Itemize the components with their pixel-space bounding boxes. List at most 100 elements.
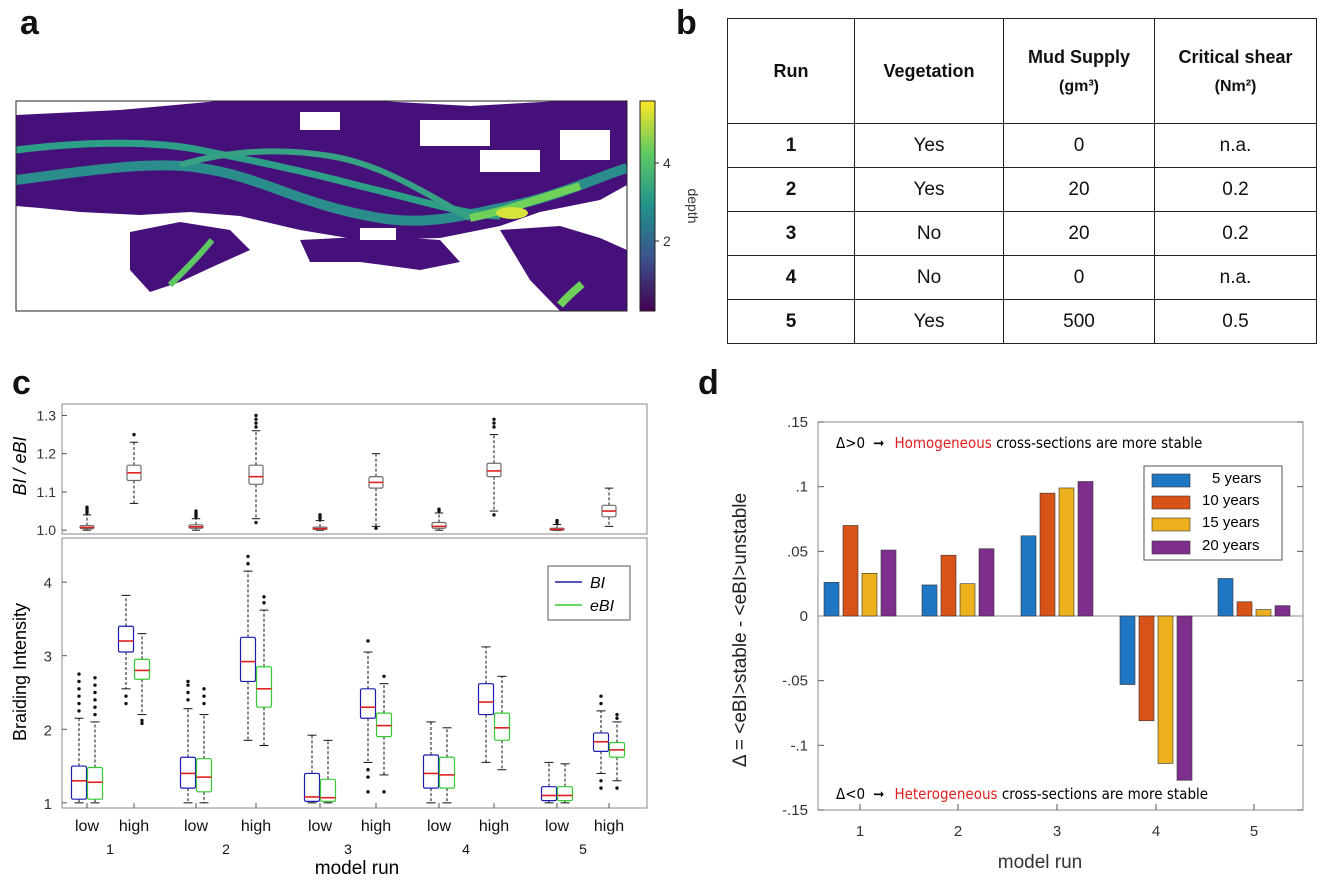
box-outlier (318, 513, 322, 517)
box-outlier (262, 601, 266, 605)
c-legend (547, 565, 631, 621)
x-tick-label: 1 (856, 823, 864, 840)
cell-critical-shear: n.a. (1154, 255, 1317, 300)
box-outlier (93, 712, 97, 717)
box-body (117, 625, 135, 653)
c-top-plot: 1.0 1.1 1.2 1.3 (37, 407, 617, 538)
y-tick-label: 1.2 (37, 446, 57, 462)
y-tick-label: -.1 (790, 737, 808, 754)
box-body (556, 786, 574, 802)
box-body (477, 683, 495, 716)
cell-run: 3 (727, 211, 855, 256)
c-top-ylabel: BI / eBI (10, 436, 30, 495)
box-body (195, 758, 213, 793)
legend-label-15-years: 15 years (1202, 514, 1260, 531)
box-outlier (202, 694, 206, 698)
y-tick-label: .15 (787, 414, 808, 431)
cell-vegetation: Yes (854, 167, 1004, 212)
cell-mud-supply: 0 (1003, 123, 1155, 168)
legend-swatch (1151, 495, 1191, 510)
legend-label-20-years: 20 years (1202, 537, 1260, 554)
box-outlier (492, 421, 496, 425)
cell-critical-shear: 0.5 (1154, 299, 1317, 344)
cell-mud-supply: 20 (1003, 167, 1155, 212)
box-outlier (262, 595, 266, 599)
box-outlier (615, 786, 619, 790)
box-outlier (366, 775, 370, 779)
box-outlier (492, 417, 496, 421)
box-outlier (93, 676, 97, 680)
box-outlier (254, 421, 258, 425)
y-tick-label: 1.0 (37, 522, 57, 538)
box-outlier (382, 790, 386, 794)
box-outlier (77, 694, 81, 698)
box-body (422, 754, 440, 789)
panel-label-d: d (698, 364, 719, 402)
box-outlier (186, 683, 190, 687)
bar (842, 525, 859, 617)
annot-negative-prefix: Δ<0 (836, 785, 865, 803)
run-parameters-table: Run Vegetation Mud Supply (gm³) Critical… (727, 18, 1317, 344)
box-body (239, 636, 257, 683)
box-outlier (124, 694, 128, 698)
cell-mud-supply: 20 (1003, 211, 1155, 256)
box-outlier (77, 672, 81, 676)
box-body (86, 766, 104, 800)
box-outlier (366, 790, 370, 794)
channel-depth-map (16, 101, 627, 311)
cell-run: 5 (727, 299, 855, 344)
box-outlier (246, 554, 250, 559)
colorbar-tick: 2 (663, 233, 671, 249)
y-tick-label: 1.3 (37, 407, 57, 423)
x-run-label: 2 (222, 841, 230, 857)
x-tick-label: 5 (1250, 823, 1258, 840)
box-outlier (615, 712, 619, 717)
header-mud-supply: Mud Supply (gm³) (1003, 18, 1155, 124)
table-row: 4 No 0 n.a. (727, 255, 1317, 300)
c-bottom-plot: 1 2 3 4 low high low high low high low high low high 1… (44, 554, 626, 857)
d-annotation-negative: Δ<0 ➞ Heterogeneous cross-sections are mor… (836, 785, 1208, 803)
colorbar-tick: 4 (663, 155, 671, 171)
box-outlier (77, 701, 81, 706)
legend-swatch (1151, 540, 1191, 555)
y-tick-label: 4 (44, 575, 52, 592)
header-mud-supply-label: Mud Supply (1028, 46, 1130, 67)
box-body (319, 778, 337, 802)
bar (940, 554, 957, 617)
box-body (359, 688, 377, 719)
legend-swatch (1151, 517, 1191, 532)
cell-vegetation: Yes (854, 123, 1004, 168)
bar (1020, 535, 1037, 617)
bar (1157, 615, 1174, 764)
box-outlier (382, 674, 386, 679)
bar (1255, 609, 1272, 617)
box-outlier (202, 701, 206, 706)
table-row: 1 Yes 0 n.a. (727, 123, 1317, 168)
depth-colorbar (639, 100, 659, 312)
d-legend (1143, 465, 1283, 561)
box-outlier (132, 432, 136, 437)
header-critical-shear: Critical shear (Nm²) (1154, 18, 1317, 124)
annot-positive-rest: cross-sections are more stable (992, 434, 1203, 452)
y-tick-label: .1 (795, 479, 808, 496)
x-run-label: 5 (579, 841, 587, 857)
x-category-label: high (119, 818, 149, 835)
box-outlier (246, 562, 250, 566)
box-outlier (374, 526, 378, 530)
box-outlier (599, 701, 603, 706)
x-tick-label: 3 (1053, 823, 1061, 840)
box-outlier (93, 698, 97, 702)
map-frame (15, 100, 628, 312)
box-body (438, 756, 456, 789)
c-bottom-axes-frame (61, 537, 648, 809)
annot-negative-highlight: Heterogeneous (894, 785, 997, 803)
y-tick-label: -.05 (782, 673, 808, 690)
bar (1138, 615, 1155, 722)
bar (880, 549, 897, 617)
bar (959, 583, 976, 617)
box-outlier (254, 425, 258, 429)
bar (1077, 481, 1094, 617)
header-run: Run (727, 18, 855, 124)
bar (1217, 578, 1234, 617)
